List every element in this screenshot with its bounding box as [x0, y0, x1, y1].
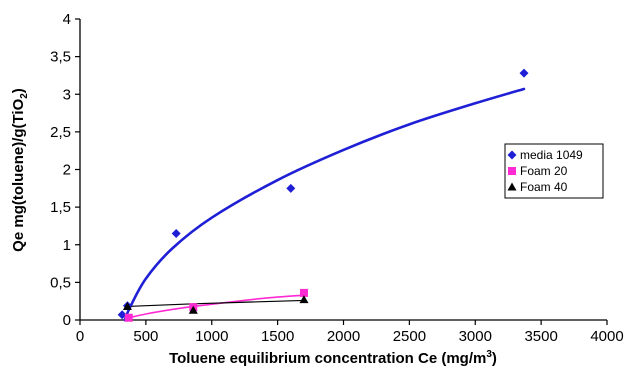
legend-label-0: media 1049 [520, 148, 583, 162]
data-point-2 [188, 305, 198, 314]
trend-line-1 [127, 294, 305, 319]
trend-line-2 [126, 299, 305, 308]
x-axis-title: Toluene equilibrium concentration Ce (mg… [169, 349, 497, 367]
x-tick-label: 1500 [261, 328, 294, 345]
trend-lines [123, 87, 526, 322]
x-tick-label: 1000 [195, 328, 228, 345]
y-tick-label: 3 [63, 86, 71, 103]
x-tick-label: 2500 [393, 328, 426, 345]
legend-label-2: Foam 40 [520, 180, 568, 194]
x-tick-label: 4000 [590, 328, 623, 345]
x-tick-label: 3000 [459, 328, 492, 345]
data-point-0 [171, 228, 181, 238]
data-point-0 [117, 310, 127, 320]
legend-marker-2 [507, 182, 517, 191]
data-point-2 [122, 301, 132, 310]
data-point-0 [519, 68, 529, 78]
y-tick-label: 1 [63, 237, 71, 254]
y-axis-title: Qe mg(toluene)/g(TiO2) [10, 88, 30, 252]
legend-label-1: Foam 20 [520, 164, 568, 178]
legend-marker-1 [508, 167, 516, 175]
y-tick-label: 4 [63, 11, 71, 28]
x-tick-label: 0 [76, 328, 84, 345]
x-tick-label: 3500 [524, 328, 557, 345]
data-point-2 [299, 295, 309, 304]
y-ticks: 0 0,5 1 1,5 2 2,5 3 3,5 4 [50, 11, 80, 329]
data-point-0 [286, 183, 296, 193]
data-point-1 [299, 288, 308, 297]
y-tick-label: 3,5 [50, 49, 71, 66]
data-point-1 [124, 313, 133, 322]
x-ticks: 0 500 1000 1500 2000 2500 3000 3500 4000 [76, 320, 624, 345]
y-tick-label: 0,5 [50, 274, 71, 291]
legend-box [504, 143, 604, 199]
x-tick-label: 2000 [327, 328, 360, 345]
legend: media 1049 Foam 20 Foam 40 [504, 143, 604, 199]
legend-marker-0 [507, 150, 517, 160]
y-tick-label: 2 [63, 162, 71, 179]
x-tick-label: 500 [133, 328, 158, 345]
trend-line-0 [123, 87, 526, 322]
y-tick-label: 2,5 [50, 124, 71, 141]
y-tick-label: 1,5 [50, 199, 71, 216]
data-points [117, 68, 529, 322]
y-tick-label: 0 [63, 312, 71, 329]
